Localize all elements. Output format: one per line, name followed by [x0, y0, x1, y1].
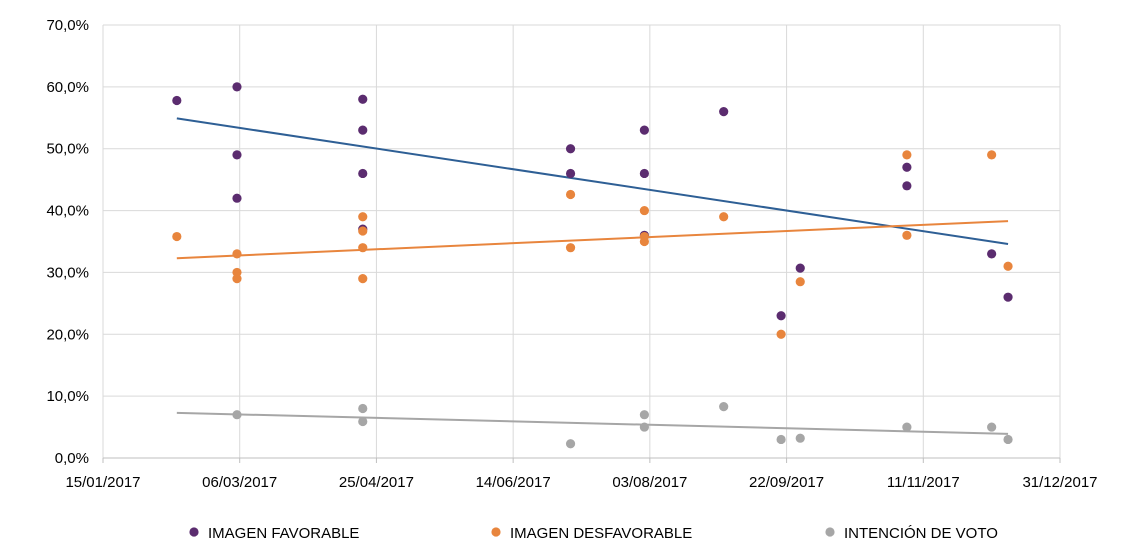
y-tick-label: 40,0%	[46, 203, 89, 220]
data-point-series-0	[719, 107, 729, 117]
data-point-series-1	[795, 277, 805, 287]
data-point-series-0	[902, 181, 912, 191]
data-point-series-1	[232, 249, 242, 259]
y-tick-label: 30,0%	[46, 264, 89, 281]
data-point-series-1	[776, 329, 786, 339]
data-point-series-2	[232, 410, 242, 420]
data-point-series-2	[565, 439, 576, 449]
data-point-series-0	[172, 95, 182, 106]
x-tick-label: 06/03/2017	[202, 474, 277, 491]
y-tick-labels: 0,0% 10,0% 20,0% 30,0% 40,0% 50,0% 60,0% 70,0%	[46, 17, 89, 467]
x-tick-label: 03/08/2017	[612, 474, 687, 491]
data-point-series-1	[565, 243, 576, 253]
legend: IMAGEN FAVORABLE IMAGEN DESFAVORABLE INTEN…	[189, 525, 998, 542]
data-point-series-1	[902, 150, 912, 160]
axes	[102, 457, 1061, 463]
legend-label: IMAGEN FAVORABLE	[208, 525, 359, 542]
data-point-series-2	[902, 422, 912, 432]
data-point-series-2	[776, 434, 786, 445]
data-point-series-1	[639, 236, 649, 247]
y-tick-label: 20,0%	[46, 326, 89, 343]
y-tick-label: 0,0%	[55, 450, 89, 467]
trendline-series-0	[176, 117, 1009, 245]
data-point-series-0	[1003, 292, 1013, 302]
y-tick-label: 70,0%	[46, 17, 89, 34]
grid	[102, 24, 1061, 458]
data-point-series-2	[639, 422, 649, 432]
legend-label: IMAGEN DESFAVORABLE	[510, 525, 692, 542]
trendline-series-1	[176, 220, 1009, 260]
x-tick-label: 15/01/2017	[65, 474, 140, 491]
legend-marker	[825, 527, 835, 537]
data-point-series-1	[639, 205, 649, 216]
data-point-series-1	[358, 212, 368, 222]
data-point-series-2	[1003, 434, 1013, 445]
x-tick-label: 14/06/2017	[476, 474, 551, 491]
x-tick-label: 25/04/2017	[339, 474, 414, 491]
data-point-series-1	[172, 231, 182, 242]
data-point-series-2	[639, 410, 649, 420]
data-point-series-1	[358, 226, 368, 236]
data-point-series-0	[639, 125, 649, 135]
data-point-series-1	[232, 274, 242, 284]
x-tick-label: 22/09/2017	[749, 474, 824, 491]
data-point-series-0	[565, 168, 576, 179]
data-point-series-1	[719, 212, 729, 222]
trendlines	[176, 117, 1009, 435]
data-point-series-0	[902, 162, 912, 172]
data-point-series-0	[795, 263, 805, 273]
y-tick-label: 10,0%	[46, 388, 89, 405]
data-point-series-2	[358, 403, 368, 414]
legend-label: INTENCIÓN DE VOTO	[844, 525, 998, 542]
data-point-series-0	[358, 94, 368, 104]
data-point-series-0	[232, 82, 242, 92]
legend-marker	[491, 527, 501, 537]
y-tick-label: 60,0%	[46, 79, 89, 96]
data-point-series-0	[358, 125, 368, 135]
y-tick-label: 50,0%	[46, 141, 89, 158]
data-point-series-1	[358, 274, 368, 284]
data-point-series-1	[902, 230, 912, 240]
data-points	[172, 82, 1013, 449]
data-point-series-0	[232, 150, 242, 160]
data-point-series-1	[987, 150, 997, 160]
data-point-series-1	[565, 189, 576, 200]
data-point-series-1	[1003, 261, 1013, 271]
data-point-series-0	[776, 311, 786, 321]
data-point-series-2	[987, 422, 997, 432]
data-point-series-2	[719, 402, 729, 412]
legend-marker	[189, 527, 199, 537]
x-tick-labels: 15/01/2017 06/03/2017 25/04/2017 14/06/2017…	[65, 474, 1097, 491]
data-point-series-0	[232, 193, 242, 203]
x-tick-label: 11/11/2017	[887, 474, 960, 491]
data-point-series-2	[358, 416, 368, 427]
data-point-series-0	[565, 144, 576, 154]
data-point-series-0	[987, 249, 997, 259]
trendline-series-2	[176, 411, 1009, 435]
data-point-series-1	[358, 243, 368, 253]
x-tick-label: 31/12/2017	[1022, 474, 1097, 491]
data-point-series-0	[639, 168, 649, 179]
data-point-series-2	[795, 433, 805, 443]
data-point-series-0	[358, 168, 368, 179]
